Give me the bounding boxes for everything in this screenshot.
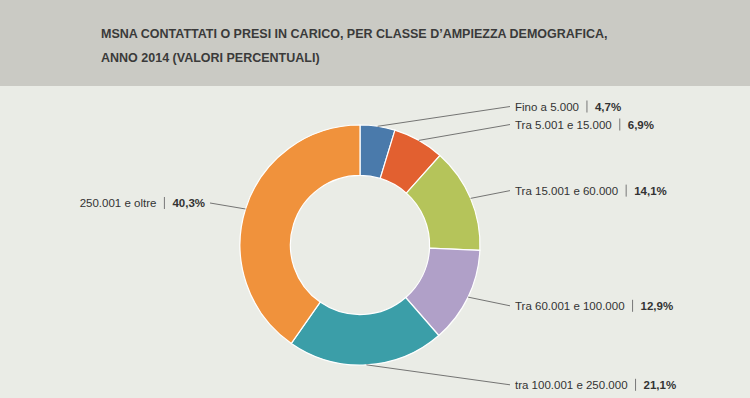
data-label: 6,9% <box>628 119 654 131</box>
leader-line <box>366 365 510 385</box>
category-label: Tra 60.001 e 100.000 <box>515 300 625 312</box>
separator <box>164 197 165 209</box>
data-label: 21,1% <box>644 379 677 391</box>
wedge <box>406 155 480 250</box>
category-label: 250.001 e oltre <box>80 197 157 209</box>
subtitle: ANNO 2014 (VALORI PERCENTUALI) <box>101 51 320 65</box>
leader-line <box>378 107 510 127</box>
data-label: 4,7% <box>595 101 621 113</box>
separator <box>586 101 587 113</box>
separator <box>635 379 636 391</box>
separator <box>632 300 633 312</box>
chart: MSNA CONTATTATI O PRESI IN CARICO, PER C… <box>0 0 750 398</box>
data-label: 14,1% <box>634 185 667 197</box>
data-label: 40,3% <box>172 197 205 209</box>
leader-line <box>468 297 510 306</box>
wedge <box>240 125 360 343</box>
leader-line <box>419 125 510 141</box>
leader-line <box>471 191 510 199</box>
category-label: Tra 15.001 e 60.000 <box>515 185 618 197</box>
category-label: Fino a 5.000 <box>515 101 579 113</box>
category-label: tra 100.001 e 250.000 <box>515 379 628 391</box>
separator <box>626 185 627 197</box>
title: MSNA CONTATTATI O PRESI IN CARICO, PER C… <box>101 27 607 41</box>
leader-line <box>210 203 246 209</box>
data-label: 12,9% <box>641 300 674 312</box>
separator <box>619 119 620 131</box>
title-banner <box>0 0 750 86</box>
labels: Fino a 5.000 4,7% Tra 5.001 e 15.000 6,9% Tr… <box>80 101 677 391</box>
background <box>0 0 750 398</box>
category-label: Tra 5.001 e 15.000 <box>515 119 612 131</box>
wedges <box>240 125 480 365</box>
